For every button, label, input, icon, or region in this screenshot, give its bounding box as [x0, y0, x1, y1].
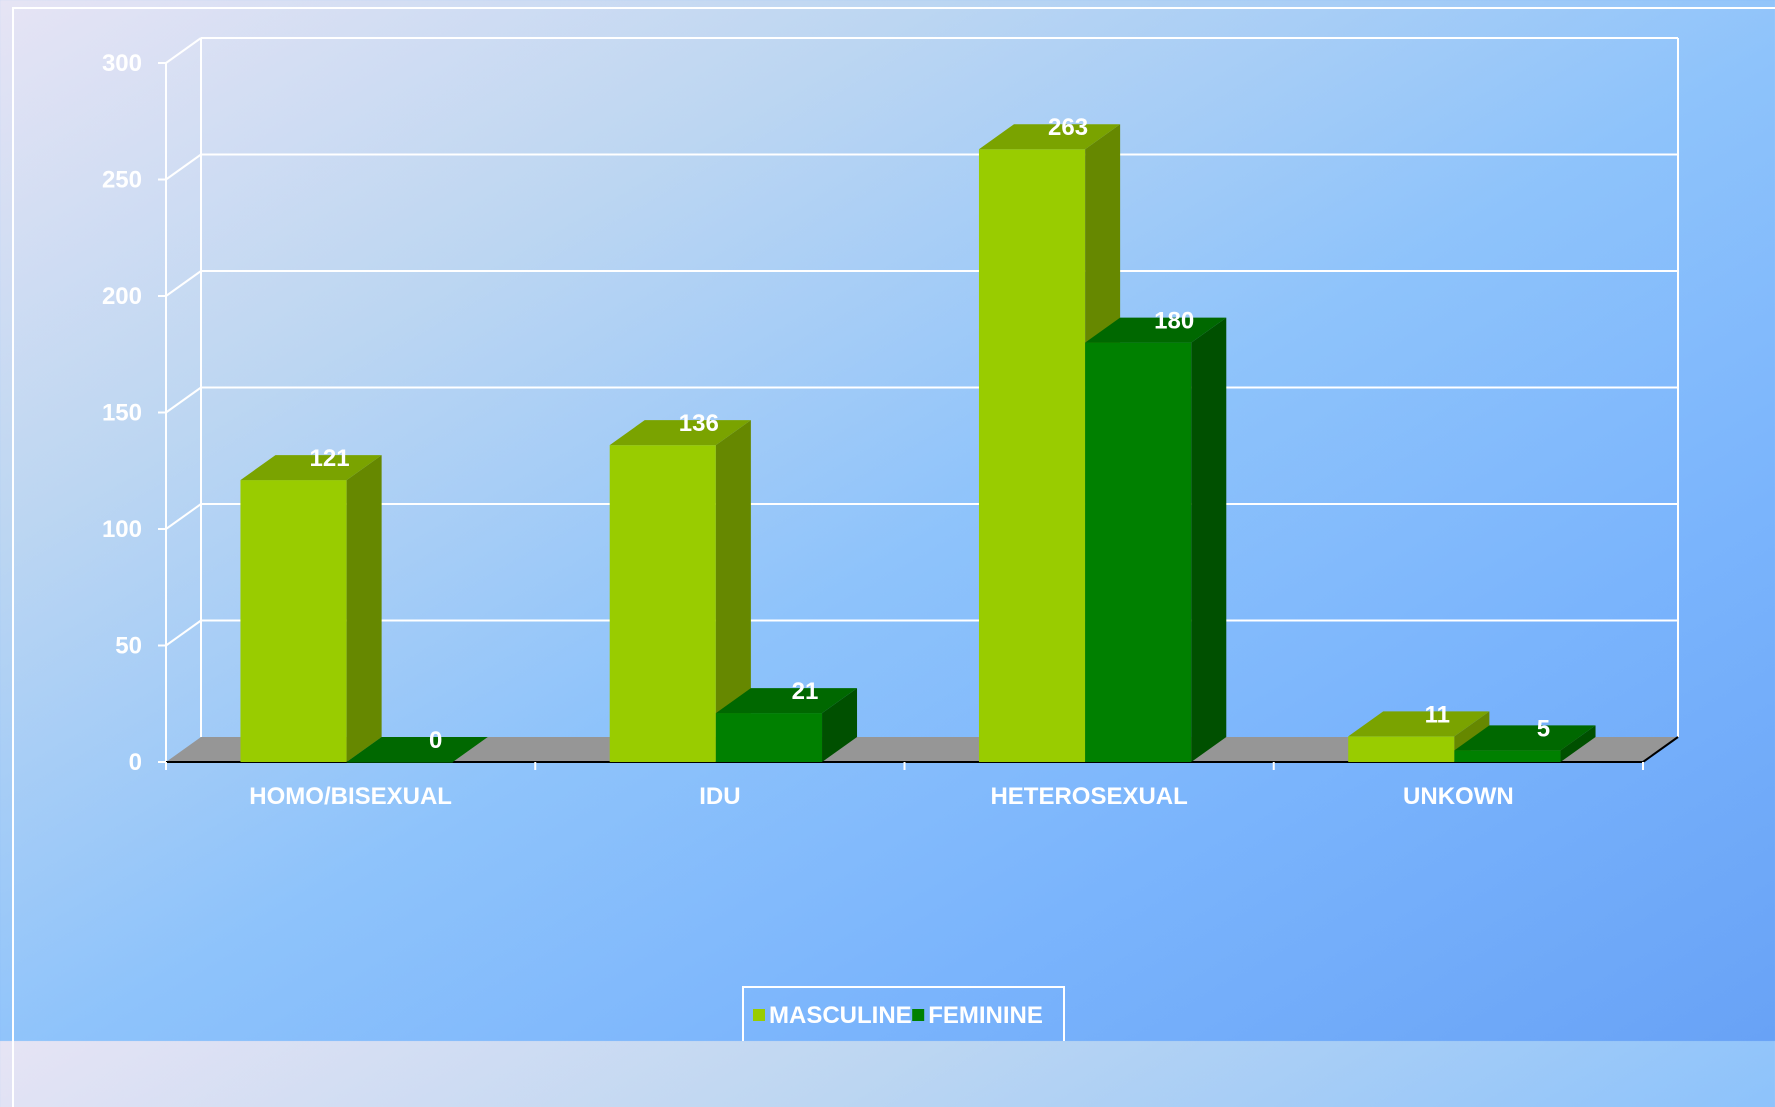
y-axis-ticks: 0 50 100 150 200 250 300: [102, 50, 166, 776]
x-axis-categories: HOMO/BISEXUAL IDU HETEROSEXUAL UNKOWN: [165, 762, 1644, 810]
axes: [165, 63, 1679, 763]
bar-masculine-homo-bisexual: [240, 455, 382, 762]
legend-box: [742, 986, 1065, 1041]
gridline-diag-150: [165, 386, 202, 414]
bar-feminine-homo-bisexual-front: [346, 762, 453, 763]
y-tick-label-200: 200: [102, 283, 142, 310]
data-label-feminine-idu: 21: [792, 678, 819, 705]
category-label-homo-bisexual: HOMO/BISEXUAL: [249, 783, 452, 810]
y-tick-label-100: 100: [102, 516, 142, 543]
gridline-diag-250: [165, 153, 202, 181]
gridline-diag-50: [165, 619, 202, 647]
bar-masculine-unkown-front: [1348, 736, 1455, 762]
bar-feminine-homo-bisexual-top: [346, 737, 488, 762]
gridlines: [165, 37, 1678, 647]
bar-feminine-heterosexual-top: [1085, 317, 1227, 343]
y-tick-label-300: 300: [102, 50, 142, 77]
data-label-masculine-homo-bisexual: 121: [310, 445, 350, 472]
category-label-heterosexual: HETEROSEXUAL: [990, 783, 1187, 810]
bars: [240, 124, 1596, 763]
bar-masculine-unkown-top: [1348, 711, 1490, 737]
category-label-idu: IDU: [699, 783, 740, 810]
bar-masculine-homo-bisexual-front: [240, 480, 347, 762]
legend: MASCULINE FEMININE: [742, 986, 1065, 1041]
y-tick-label-50: 50: [115, 633, 142, 660]
bar-masculine-idu-side: [715, 420, 751, 762]
bar-feminine-homo-bisexual: [346, 737, 488, 763]
data-label-masculine-idu: 136: [679, 410, 719, 437]
bar-masculine-heterosexual-top: [978, 124, 1121, 150]
legend-swatch-masculine: [753, 1009, 765, 1021]
bar-masculine-homo-bisexual-top: [240, 455, 382, 481]
y-tick-label-0: 0: [129, 749, 142, 776]
legend-swatch-feminine: [912, 1009, 925, 1021]
legend-label-masculine: MASCULINE: [769, 1002, 912, 1029]
bar-masculine-idu-front: [609, 445, 716, 762]
bar-feminine-idu: [715, 688, 858, 762]
bar-feminine-idu-front: [715, 713, 823, 762]
bar-masculine-heterosexual-front: [978, 149, 1086, 762]
bar-masculine-idu: [609, 420, 751, 762]
data-labels: 121 0 136 21 263 180 11 5: [310, 114, 1551, 754]
gridline-diag-100: [165, 503, 202, 530]
bar-feminine-idu-top: [715, 688, 858, 714]
bar-feminine-unkown-side: [1560, 725, 1596, 762]
category-label-unkown: UNKOWN: [1403, 783, 1514, 810]
chart-frame: [12, 7, 1775, 1107]
bar-feminine-idu-side: [822, 688, 858, 762]
bar-masculine-idu-top: [609, 420, 751, 446]
bar-feminine-heterosexual: [1085, 317, 1227, 762]
data-label-feminine-homo-bisexual: 0: [429, 727, 442, 754]
bar-feminine-heterosexual-front: [1085, 342, 1192, 762]
bar-chart: 0 50 100 150 200 250 300 121 0 136 21 263 180 11 5 HO…: [102, 37, 1679, 1041]
x-axis-depth-line: [1642, 736, 1679, 763]
chart-floor: [166, 737, 1678, 762]
bar-feminine-unkown-top: [1454, 725, 1596, 751]
gridline-diag-200: [165, 270, 202, 297]
legend-label-feminine: FEMININE: [928, 1002, 1043, 1029]
gridline-diag-300: [165, 37, 202, 64]
floor-plane: [166, 737, 1678, 762]
bar-feminine-unkown: [1454, 725, 1596, 762]
bar-masculine-homo-bisexual-side: [346, 455, 382, 762]
bar-feminine-unkown-front: [1454, 750, 1561, 762]
data-label-masculine-unkown: 11: [1425, 701, 1450, 728]
y-tick-label-250: 250: [102, 167, 142, 194]
bar-feminine-heterosexual-side: [1191, 317, 1227, 762]
data-label-feminine-unkown: 5: [1537, 715, 1550, 742]
data-label-feminine-heterosexual: 180: [1154, 308, 1194, 335]
y-tick-label-150: 150: [102, 400, 142, 427]
data-label-masculine-heterosexual: 263: [1048, 114, 1088, 141]
